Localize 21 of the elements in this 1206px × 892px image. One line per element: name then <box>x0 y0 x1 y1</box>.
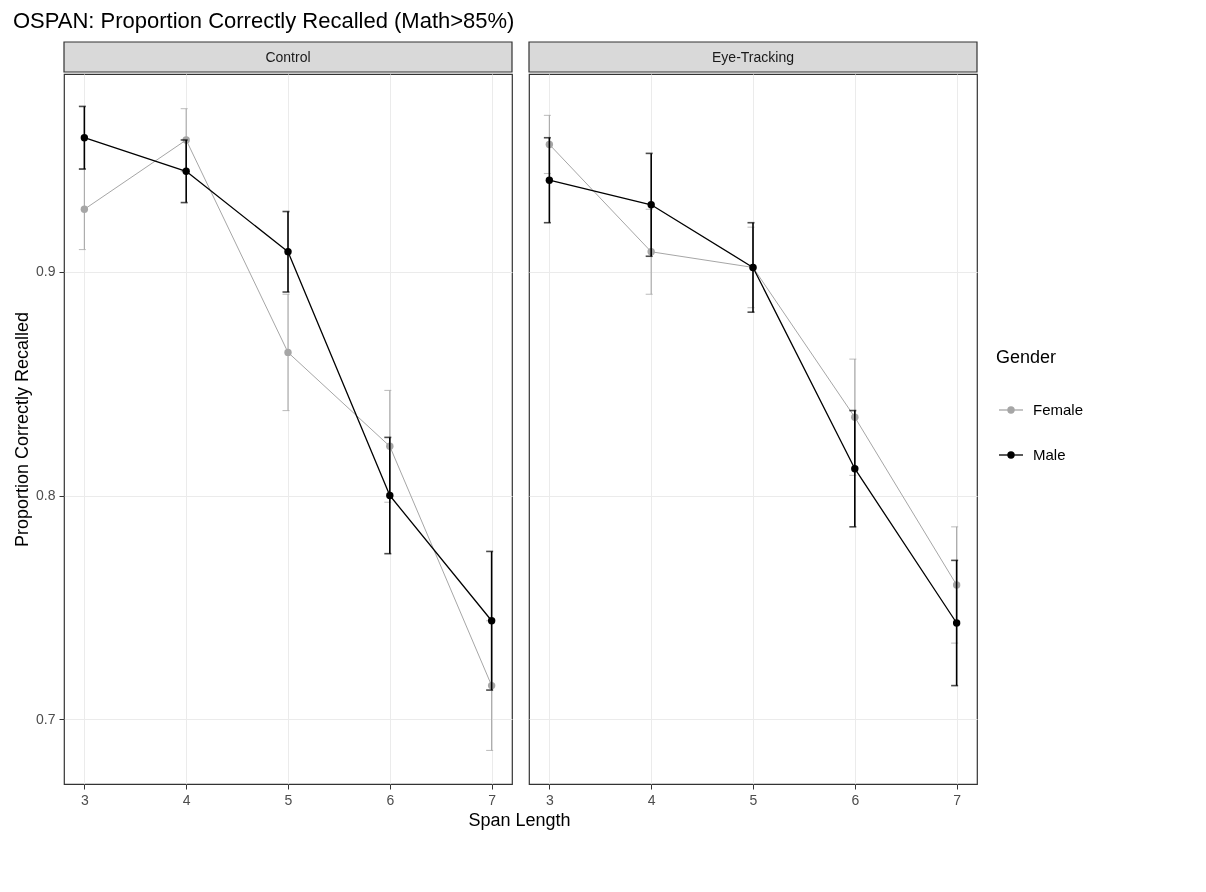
x-tick-label: 7 <box>953 791 962 808</box>
x-tick-label: 3 <box>545 791 554 808</box>
x-tick-label: 4 <box>647 791 656 808</box>
chart-subtitle: Control <box>265 49 311 65</box>
legend-label: Female <box>1033 401 1084 418</box>
x-tick-label: 4 <box>182 791 191 808</box>
x-tick-label: 6 <box>851 791 860 808</box>
x-tick-label: 7 <box>488 791 497 808</box>
chart-subtitle: Eye-Tracking <box>712 49 794 65</box>
y-tick-label: 0.7 <box>36 710 56 727</box>
y-tick-label: 0.9 <box>36 263 56 280</box>
x-tick-label: 6 <box>386 791 395 808</box>
x-axis-title: Span Length <box>468 810 571 830</box>
x-tick-label: 5 <box>284 791 293 808</box>
legend-title: Gender <box>996 347 1057 367</box>
x-tick-label: 3 <box>80 791 89 808</box>
y-axis-title: Proportion Correctly Recalled <box>12 311 33 548</box>
y-tick-label: 0.8 <box>36 487 56 504</box>
chart-title: OSPAN: Proportion Correctly Recalled (Math>85%) <box>12 8 515 34</box>
x-tick-label: 5 <box>749 791 758 808</box>
legend-label: Male <box>1033 446 1066 463</box>
